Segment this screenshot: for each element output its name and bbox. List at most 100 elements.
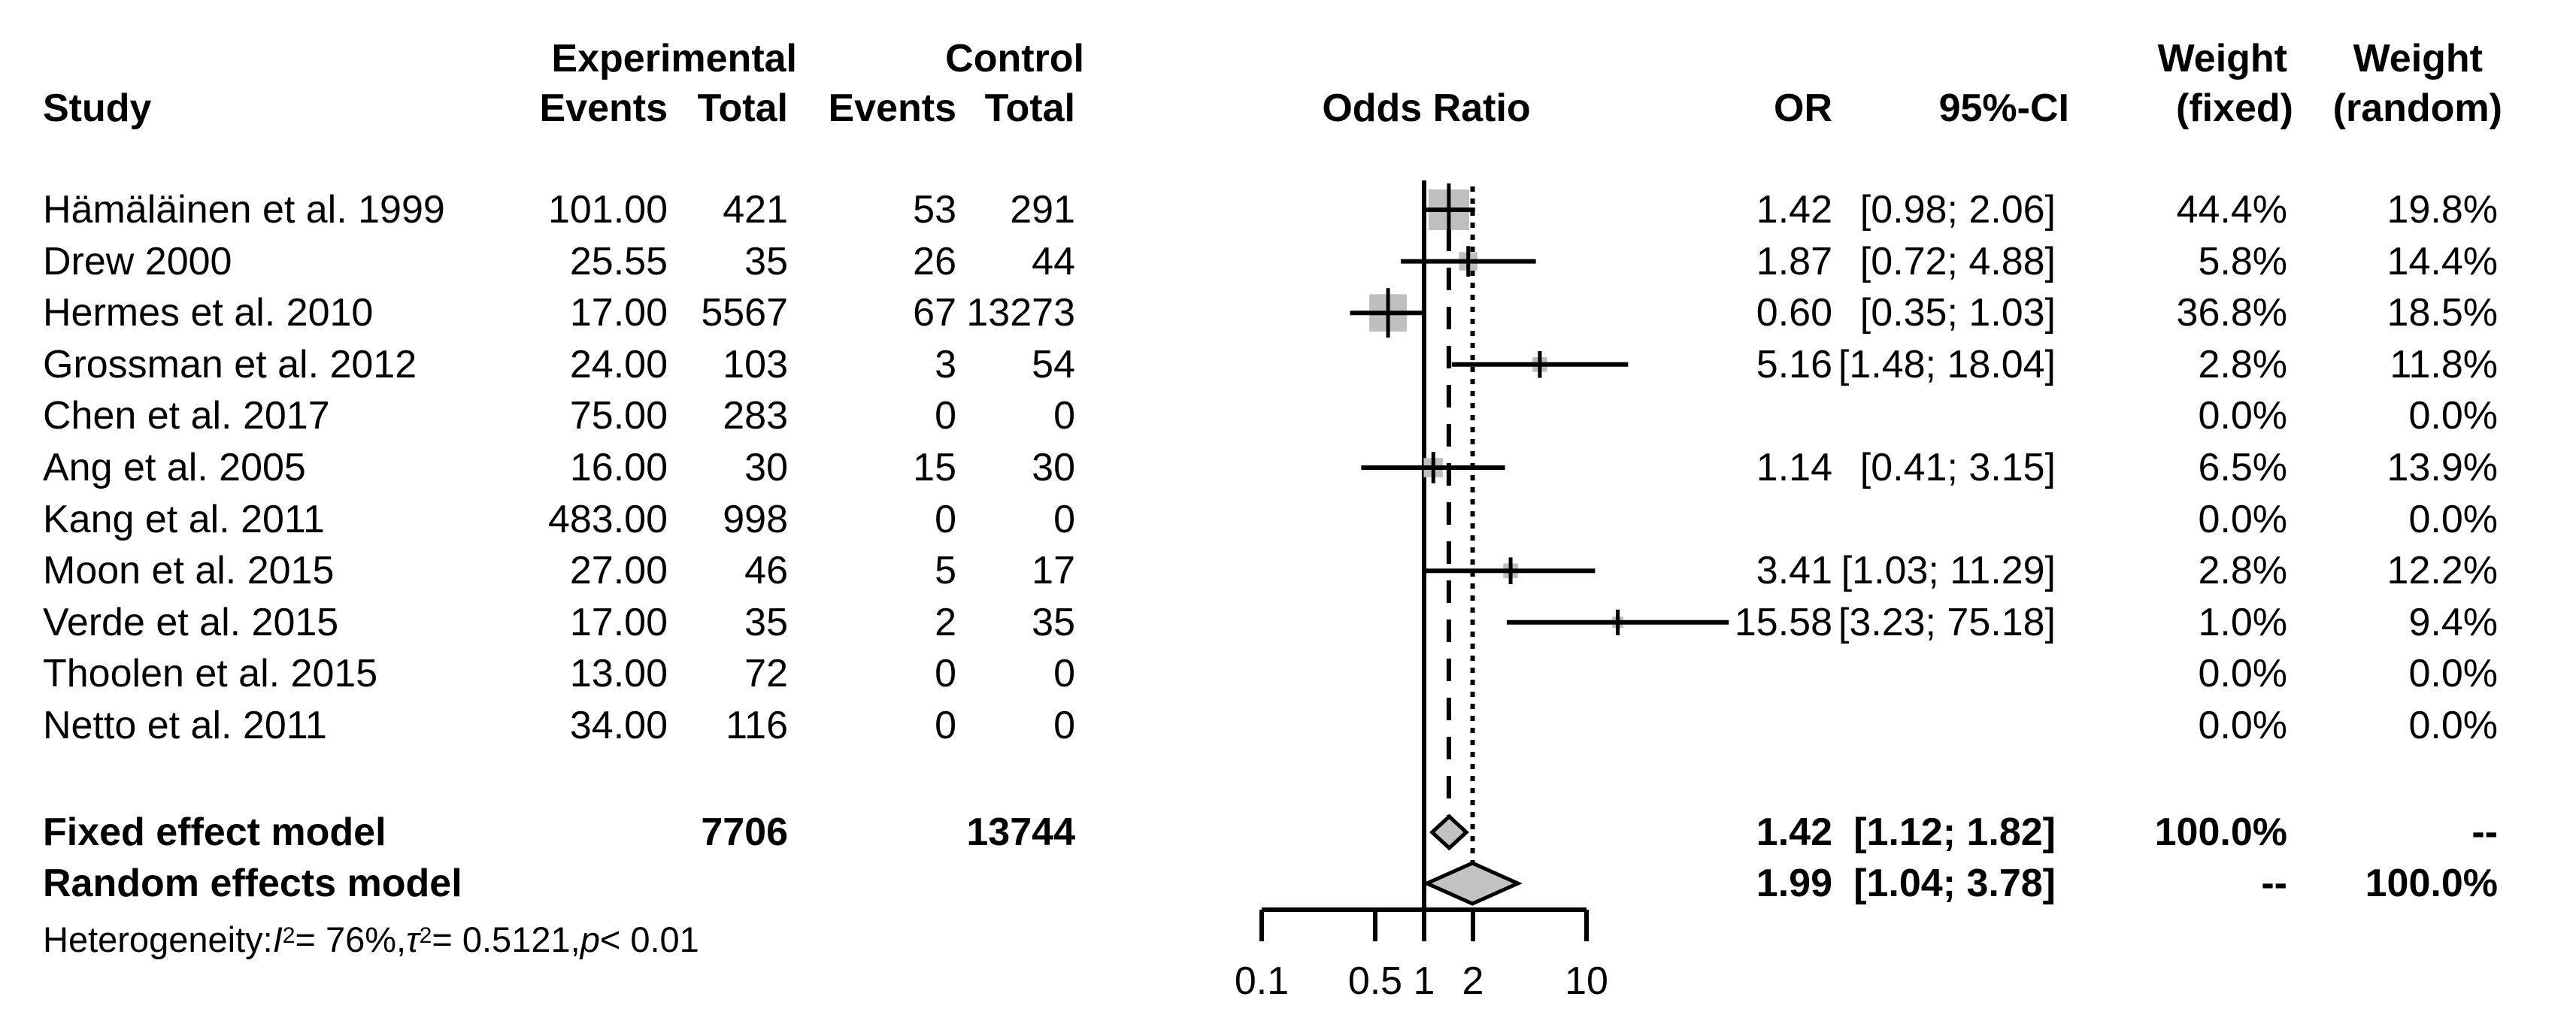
study-exp-total: 30 — [744, 446, 788, 489]
study-ci: [1.48; 18.04] — [1838, 342, 2056, 386]
header-odds-ratio: Odds Ratio — [1322, 86, 1531, 130]
study-weight-fixed: 36.8% — [2176, 291, 2287, 335]
study-ctl-total: 0 — [1053, 394, 1075, 438]
study-ci: [1.03; 11.29] — [1841, 549, 2056, 593]
fixed-total-experimental: 7706 — [701, 810, 788, 854]
study-weight-random: 11.8% — [2390, 342, 2498, 386]
study-ctl-events: 0 — [935, 497, 956, 541]
study-weight-random: 9.4% — [2408, 600, 2498, 644]
header-ci: 95%-CI — [1938, 86, 2069, 130]
study-exp-events: 25.55 — [569, 239, 668, 283]
study-weight-random: 13.9% — [2387, 446, 2498, 489]
fixed-ci: [1.12; 1.82] — [1853, 810, 2056, 854]
study-ctl-total: 44 — [1032, 239, 1075, 283]
study-exp-total: 5567 — [701, 291, 788, 335]
fixed-or: 1.42 — [1756, 810, 1832, 854]
point-estimate-tick — [1466, 246, 1471, 277]
fixed-effect-model-label: Fixed effect model — [43, 810, 386, 854]
random-effects-model-label: Random effects model — [43, 862, 462, 905]
random-or: 1.99 — [1756, 862, 1832, 905]
study-ctl-events: 15 — [913, 446, 956, 489]
header-weight-random-2: (random) — [2332, 86, 2502, 130]
point-estimate-tick — [1508, 557, 1513, 584]
fixed-weight-random: -- — [2471, 810, 2498, 854]
study-ci: [0.41; 3.15] — [1859, 446, 2056, 489]
study-ctl-events: 0 — [935, 394, 956, 438]
study-weight-fixed: 0.0% — [2198, 652, 2287, 696]
study-weight-fixed: 6.5% — [2198, 446, 2287, 489]
study-exp-events: 27.00 — [569, 549, 668, 593]
study-ctl-events: 5 — [935, 549, 956, 593]
header-study: Study — [43, 86, 152, 130]
study-exp-events: 24.00 — [569, 342, 668, 386]
study-exp-total: 421 — [723, 188, 788, 232]
study-ctl-total: 35 — [1032, 600, 1075, 644]
fixed-total-control: 13744 — [966, 810, 1075, 854]
header-weight-random-1: Weight — [2353, 37, 2483, 80]
study-weight-random: 0.0% — [2408, 652, 2498, 696]
study-name: Grossman et al. 2012 — [43, 342, 417, 386]
study-name: Chen et al. 2017 — [43, 394, 330, 438]
header-ctl-events: Events — [828, 86, 956, 130]
point-estimate-tick — [1616, 609, 1620, 635]
study-name: Verde et al. 2015 — [43, 600, 339, 644]
x-axis-tick-label: 2 — [1462, 959, 1484, 1003]
header-exp-events: Events — [539, 86, 668, 130]
study-exp-events: 16.00 — [569, 446, 668, 489]
study-exp-events: 17.00 — [569, 291, 668, 335]
study-ctl-total: 0 — [1053, 704, 1075, 747]
study-ctl-events: 0 — [935, 704, 956, 747]
study-weight-fixed: 2.8% — [2198, 342, 2287, 386]
study-weight-fixed: 5.8% — [2198, 239, 2287, 283]
study-ctl-total: 54 — [1032, 342, 1075, 386]
study-name: Moon et al. 2015 — [43, 549, 335, 593]
header-or: OR — [1774, 86, 1832, 130]
random-weight-random: 100.0% — [2365, 862, 2498, 905]
study-exp-total: 283 — [723, 394, 788, 438]
study-weight-fixed: 1.0% — [2198, 600, 2287, 644]
study-weight-fixed: 2.8% — [2198, 549, 2287, 593]
study-ctl-events: 26 — [913, 239, 956, 283]
point-estimate-tick — [1447, 183, 1451, 236]
study-exp-total: 46 — [744, 549, 788, 593]
study-exp-events: 34.00 — [569, 704, 668, 747]
random-ci: [1.04; 3.78] — [1853, 862, 2056, 905]
study-exp-total: 998 — [723, 497, 788, 541]
study-weight-fixed: 0.0% — [2198, 394, 2287, 438]
header-exp-total: Total — [697, 86, 788, 130]
study-exp-events: 13.00 — [569, 652, 668, 696]
random-weight-fixed: -- — [2261, 862, 2287, 905]
study-exp-total: 35 — [744, 600, 788, 644]
study-weight-random: 0.0% — [2408, 704, 2498, 747]
x-axis-tick-label: 0.5 — [1347, 959, 1403, 1003]
header-group-experimental: Experimental — [551, 37, 797, 80]
header-group-control: Control — [945, 37, 1084, 80]
header-weight-fixed-1: Weight — [2157, 37, 2287, 80]
random-effects-diamond — [1422, 861, 1523, 906]
study-exp-total: 116 — [726, 704, 788, 747]
study-ci: [0.98; 2.06] — [1859, 188, 2056, 232]
study-weight-random: 19.8% — [2387, 188, 2498, 232]
study-name: Kang et al. 2011 — [43, 497, 325, 541]
x-axis-tick-label: 0.1 — [1234, 959, 1290, 1003]
study-ci: [0.72; 4.88] — [1859, 239, 2056, 283]
study-weight-fixed: 0.0% — [2198, 497, 2287, 541]
study-name: Hermes et al. 2010 — [43, 291, 374, 335]
study-weight-random: 18.5% — [2387, 291, 2498, 335]
study-or: 3.41 — [1756, 549, 1832, 593]
x-axis-tick-label: 1 — [1413, 959, 1435, 1003]
study-exp-events: 483.00 — [547, 497, 668, 541]
study-ctl-total: 0 — [1053, 652, 1075, 696]
study-or: 15.58 — [1734, 600, 1832, 644]
x-axis-tick-label: 10 — [1565, 959, 1608, 1003]
study-ctl-total: 30 — [1032, 446, 1075, 489]
study-exp-events: 75.00 — [569, 394, 668, 438]
study-ctl-total: 13273 — [966, 291, 1075, 335]
study-or: 1.14 — [1756, 446, 1832, 489]
study-ctl-events: 2 — [935, 600, 956, 644]
study-exp-total: 72 — [744, 652, 788, 696]
point-estimate-tick — [1431, 452, 1435, 483]
study-ctl-events: 67 — [913, 291, 956, 335]
